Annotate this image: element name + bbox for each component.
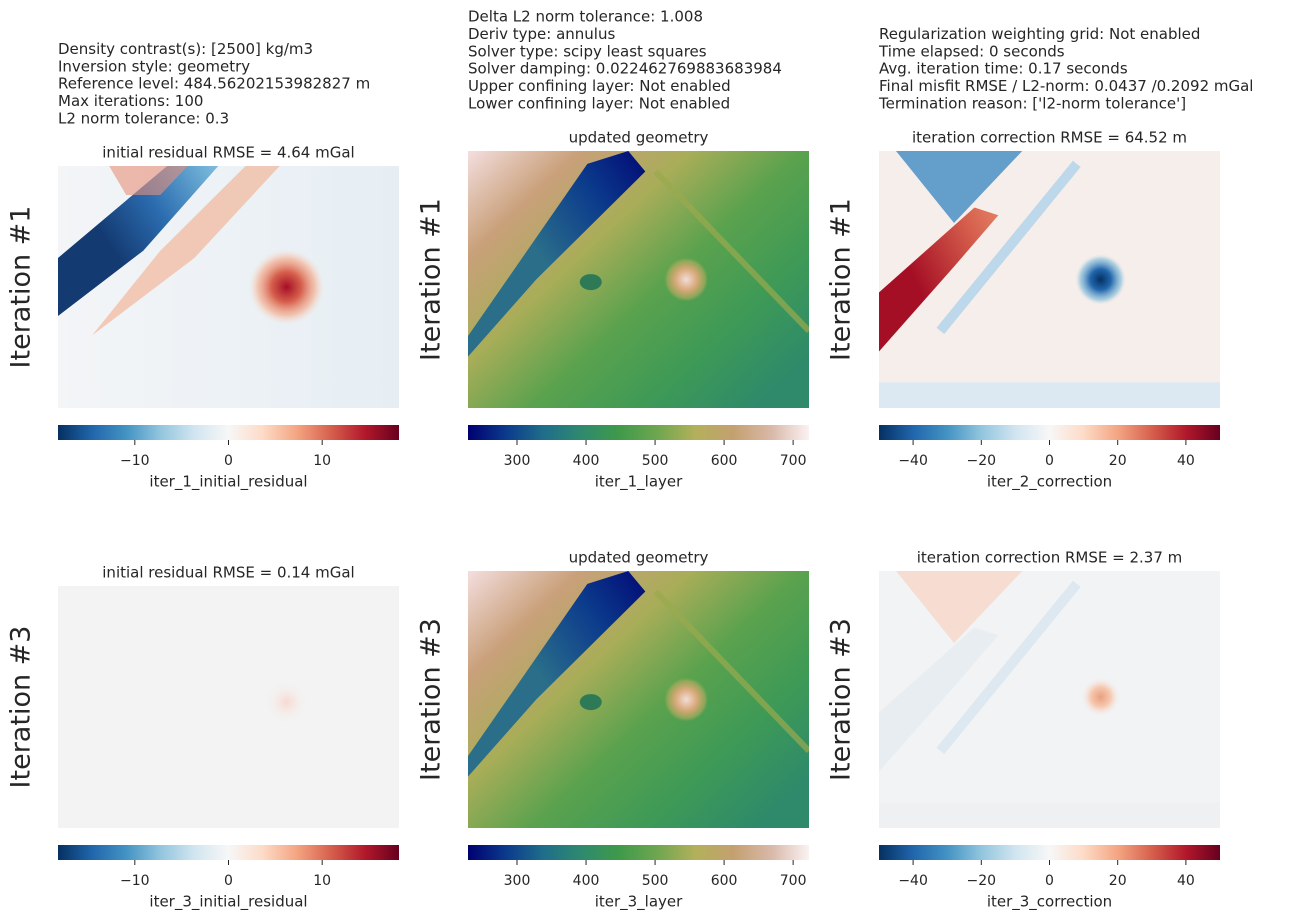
heatmap-feature bbox=[579, 274, 602, 291]
colorbar-label: iter_3_initial_residual bbox=[149, 893, 307, 912]
heatmap-background bbox=[58, 586, 399, 828]
colorbar-tick-label: 500 bbox=[642, 873, 669, 889]
heatmap bbox=[468, 571, 809, 828]
colorbar-tick-label: 0 bbox=[224, 453, 233, 469]
colorbar-tick-label: −40 bbox=[898, 873, 928, 889]
colorbar bbox=[468, 845, 809, 860]
colorbar-tick-label: 10 bbox=[313, 873, 331, 889]
heatmap-feature bbox=[879, 382, 1220, 408]
heatmap-feature bbox=[664, 677, 709, 722]
heatmap bbox=[879, 571, 1220, 828]
info-text: Delta L2 norm tolerance: 1.008 bbox=[468, 8, 703, 26]
panel-title: iteration correction RMSE = 64.52 m bbox=[912, 129, 1187, 147]
heatmap-feature bbox=[936, 160, 1081, 335]
panel-title: updated geometry bbox=[569, 129, 709, 147]
colorbar-label: iter_1_initial_residual bbox=[149, 473, 307, 492]
heatmap-feature bbox=[936, 580, 1081, 755]
heatmap-feature bbox=[264, 680, 309, 725]
colorbar-tick-label: 40 bbox=[1177, 453, 1195, 469]
panel-title: iteration correction RMSE = 2.37 m bbox=[917, 549, 1183, 567]
colorbar bbox=[879, 425, 1220, 440]
heatmap-feature bbox=[58, 166, 219, 317]
info-text: Final misfit RMSE / L2-norm: 0.0437 /0.2… bbox=[879, 77, 1253, 95]
panel-title: initial residual RMSE = 0.14 mGal bbox=[102, 564, 354, 582]
colorbar-tick-label: −40 bbox=[898, 453, 928, 469]
heatmap-feature bbox=[879, 207, 999, 352]
row-label: Iteration #1 bbox=[6, 206, 37, 369]
colorbar-tick-label: 700 bbox=[780, 873, 807, 889]
colorbar-tick-label: 400 bbox=[573, 873, 600, 889]
info-text: Solver type: scipy least squares bbox=[468, 42, 707, 60]
heatmap-feature bbox=[468, 571, 646, 777]
row-label: Iteration #1 bbox=[416, 198, 447, 361]
colorbar-tick-label: −10 bbox=[120, 453, 150, 469]
colorbar-tick-label: −20 bbox=[967, 873, 997, 889]
heatmap-feature bbox=[109, 166, 188, 196]
colorbar-tick-label: 40 bbox=[1177, 873, 1195, 889]
colorbar-label: iter_2_correction bbox=[987, 473, 1112, 492]
colorbar-tick-label: 20 bbox=[1109, 453, 1127, 469]
colorbar-tick-label: 300 bbox=[504, 453, 531, 469]
colorbar-tick-label: 600 bbox=[711, 453, 738, 469]
heatmap-feature bbox=[579, 694, 602, 711]
colorbar bbox=[879, 845, 1220, 860]
info-text: Avg. iteration time: 0.17 seconds bbox=[879, 60, 1128, 78]
heatmap-feature bbox=[664, 257, 709, 302]
info-text: Reference level: 484.56202153982827 m bbox=[58, 75, 370, 93]
colorbar-tick-label: 400 bbox=[573, 453, 600, 469]
row-label: Iteration #3 bbox=[826, 618, 857, 781]
heatmap-feature bbox=[1080, 676, 1121, 717]
info-text: Upper confining layer: Not enabled bbox=[468, 77, 731, 95]
heatmap bbox=[468, 151, 809, 408]
heatmap-feature bbox=[468, 151, 646, 357]
info-text: L2 norm tolerance: 0.3 bbox=[58, 110, 229, 128]
colorbar bbox=[58, 845, 399, 860]
heatmap-feature bbox=[896, 151, 1023, 223]
panel-title: updated geometry bbox=[569, 549, 709, 567]
colorbar-tick-label: 300 bbox=[504, 873, 531, 889]
panel-title: initial residual RMSE = 4.64 mGal bbox=[102, 144, 354, 162]
colorbar bbox=[468, 425, 809, 440]
colorbar-label: iter_3_correction bbox=[987, 893, 1112, 912]
colorbar-tick-label: −20 bbox=[967, 453, 997, 469]
heatmap-feature bbox=[248, 249, 325, 325]
colorbar-label: iter_1_layer bbox=[595, 473, 683, 492]
info-text: Inversion style: geometry bbox=[58, 57, 250, 75]
info-text: Lower confining layer: Not enabled bbox=[468, 95, 730, 113]
row-label: Iteration #3 bbox=[6, 626, 37, 789]
colorbar-tick-label: 0 bbox=[224, 873, 233, 889]
heatmap-feature bbox=[1074, 253, 1127, 306]
row-label: Iteration #3 bbox=[416, 618, 447, 781]
heatmap bbox=[879, 151, 1220, 408]
info-text: Density contrast(s): [2500] kg/m3 bbox=[58, 40, 313, 58]
heatmap bbox=[58, 166, 399, 408]
heatmap-feature bbox=[879, 802, 1220, 828]
info-text: Solver damping: 0.022462769883683984 bbox=[468, 60, 782, 78]
colorbar-tick-label: −10 bbox=[120, 873, 150, 889]
row-label: Iteration #1 bbox=[826, 198, 857, 361]
colorbar-tick-label: 0 bbox=[1045, 453, 1054, 469]
colorbar-tick-label: 500 bbox=[642, 453, 669, 469]
info-text: Time elapsed: 0 seconds bbox=[878, 42, 1065, 60]
colorbar-tick-label: 700 bbox=[780, 453, 807, 469]
info-text: Regularization weighting grid: Not enabl… bbox=[879, 25, 1200, 43]
info-text: Deriv type: annulus bbox=[468, 25, 615, 43]
info-text: Termination reason: ['l2-norm tolerance'… bbox=[878, 95, 1186, 113]
colorbar bbox=[58, 425, 399, 440]
heatmap-feature bbox=[879, 627, 999, 772]
heatmap-feature bbox=[653, 169, 809, 333]
heatmap-feature bbox=[896, 571, 1023, 643]
heatmap-feature bbox=[92, 166, 280, 336]
colorbar-tick-label: 20 bbox=[1109, 873, 1127, 889]
heatmap bbox=[58, 586, 399, 828]
colorbar-tick-label: 10 bbox=[313, 453, 331, 469]
colorbar-label: iter_3_layer bbox=[595, 893, 683, 912]
heatmap-feature bbox=[653, 589, 809, 753]
info-text: Max iterations: 100 bbox=[58, 92, 203, 110]
colorbar-tick-label: 0 bbox=[1045, 873, 1054, 889]
colorbar-tick-label: 600 bbox=[711, 873, 738, 889]
